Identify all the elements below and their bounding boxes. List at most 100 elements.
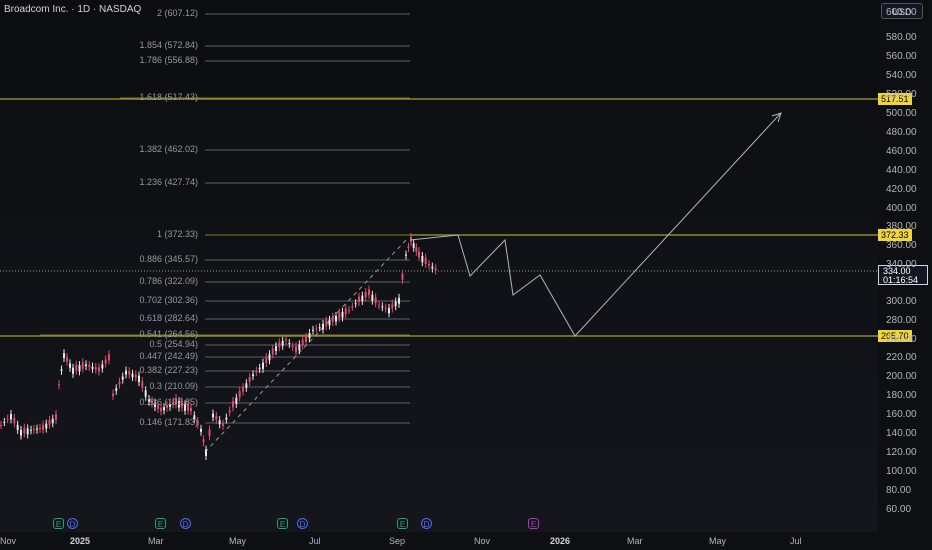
candle-body bbox=[354, 303, 357, 305]
candle-body bbox=[262, 362, 264, 369]
earnings-event-icon[interactable]: E bbox=[528, 518, 539, 529]
currency-button[interactable]: USD bbox=[881, 3, 923, 19]
price-tick: 400.00 bbox=[886, 203, 917, 214]
candle-body bbox=[378, 304, 380, 306]
candle-body bbox=[308, 333, 311, 339]
candle-body bbox=[215, 415, 218, 420]
candle-body bbox=[275, 346, 277, 351]
candle-body bbox=[431, 266, 434, 269]
candle-body bbox=[278, 342, 281, 348]
dividend-event-icon[interactable]: D bbox=[180, 518, 191, 529]
candle-body bbox=[157, 405, 159, 409]
candle-body bbox=[271, 348, 274, 355]
fib-level-label: 1.382 (462.02) bbox=[139, 144, 198, 154]
candle-body bbox=[212, 413, 214, 418]
candle-body bbox=[175, 398, 177, 405]
candle-body bbox=[55, 414, 57, 421]
candle-body bbox=[315, 328, 318, 330]
candle-body bbox=[104, 359, 107, 364]
candle-body bbox=[318, 327, 321, 329]
candle-body bbox=[394, 301, 397, 307]
price-tick: 460.00 bbox=[886, 146, 917, 157]
candle-body bbox=[101, 364, 104, 369]
time-tick: Jul bbox=[309, 536, 321, 546]
candle-body bbox=[358, 296, 360, 303]
candle-body bbox=[415, 247, 418, 252]
candle-body bbox=[78, 365, 81, 372]
candle-body bbox=[196, 420, 199, 425]
candle-body bbox=[295, 346, 297, 353]
fib-level-label: 1 (372.33) bbox=[156, 229, 198, 239]
candle-body bbox=[30, 429, 32, 431]
time-axis[interactable] bbox=[0, 532, 932, 550]
price-tick: 180.00 bbox=[886, 390, 917, 401]
projection-arrowhead bbox=[771, 112, 782, 123]
price-tick: 600.00 bbox=[886, 7, 917, 18]
candle-body bbox=[371, 294, 374, 301]
candle-body bbox=[91, 366, 94, 369]
time-tick: Sep bbox=[389, 536, 406, 546]
dividend-event-icon[interactable]: D bbox=[421, 518, 432, 529]
candle-body bbox=[418, 251, 420, 258]
price-chart[interactable] bbox=[0, 0, 878, 532]
candle-body bbox=[434, 268, 437, 271]
dividend-event-icon[interactable]: D bbox=[67, 518, 78, 529]
candle-body bbox=[255, 370, 258, 373]
candle-body bbox=[208, 429, 211, 436]
support-price-badge: 265.70 bbox=[878, 330, 912, 342]
candle-body bbox=[205, 449, 207, 456]
candle-body bbox=[351, 306, 354, 308]
current-price-value: 334.00 bbox=[883, 266, 911, 276]
target-price-badge: 517.51 bbox=[878, 93, 912, 105]
candle-body bbox=[328, 319, 331, 326]
candle-body bbox=[58, 384, 60, 386]
time-tick: May bbox=[709, 536, 727, 546]
price-tick: 160.00 bbox=[886, 409, 917, 420]
price-tick: 140.00 bbox=[886, 428, 917, 439]
earnings-event-icon[interactable]: E bbox=[53, 518, 64, 529]
price-tick: 300.00 bbox=[886, 296, 917, 307]
candle-body bbox=[125, 370, 127, 375]
price-tick: 80.00 bbox=[886, 485, 912, 496]
time-tick: Mar bbox=[148, 536, 164, 546]
price-tick: 560.00 bbox=[886, 51, 917, 62]
candle-body bbox=[225, 417, 228, 420]
chart-area[interactable] bbox=[0, 0, 878, 532]
candle-body bbox=[60, 369, 63, 371]
candle-body bbox=[368, 289, 370, 296]
candle-body bbox=[391, 303, 394, 309]
time-tick: May bbox=[229, 536, 247, 546]
candle-body bbox=[245, 383, 248, 388]
candle-body bbox=[160, 407, 162, 412]
candle-body bbox=[193, 415, 196, 419]
candle-body bbox=[36, 428, 38, 430]
price-tick: 280.00 bbox=[886, 315, 917, 326]
earnings-event-icon[interactable]: E bbox=[277, 518, 288, 529]
candle-body bbox=[398, 297, 400, 304]
fib-level-label: 0.886 (345.57) bbox=[139, 254, 198, 264]
candle-body bbox=[222, 423, 224, 426]
earnings-event-icon[interactable]: E bbox=[155, 518, 166, 529]
candle-body bbox=[184, 404, 186, 411]
fib-level-label: 1.236 (427.74) bbox=[139, 177, 198, 187]
fib-level-label: 0.382 (227.23) bbox=[139, 365, 198, 375]
candle-body bbox=[265, 356, 268, 364]
candle-body bbox=[154, 403, 156, 408]
candle-body bbox=[291, 346, 294, 348]
candle-body bbox=[384, 307, 387, 309]
fib-level-label: 0.702 (302.36) bbox=[139, 295, 198, 305]
earnings-event-icon[interactable]: E bbox=[397, 518, 408, 529]
fib-level-label: 0.146 (171.83) bbox=[139, 417, 198, 427]
candle-body bbox=[121, 376, 124, 380]
candle-body bbox=[407, 246, 410, 248]
fib-level-label: 0.5 (254.94) bbox=[149, 339, 198, 349]
candle-body bbox=[13, 418, 16, 424]
time-tick: Nov bbox=[474, 536, 491, 546]
candle-body bbox=[39, 427, 41, 430]
candle-body bbox=[166, 404, 168, 408]
candle-body bbox=[301, 339, 304, 346]
fib-level-label: 0.447 (242.49) bbox=[139, 351, 198, 361]
candle-body bbox=[128, 371, 131, 375]
dividend-event-icon[interactable]: D bbox=[297, 518, 308, 529]
candle-body bbox=[0, 425, 2, 426]
